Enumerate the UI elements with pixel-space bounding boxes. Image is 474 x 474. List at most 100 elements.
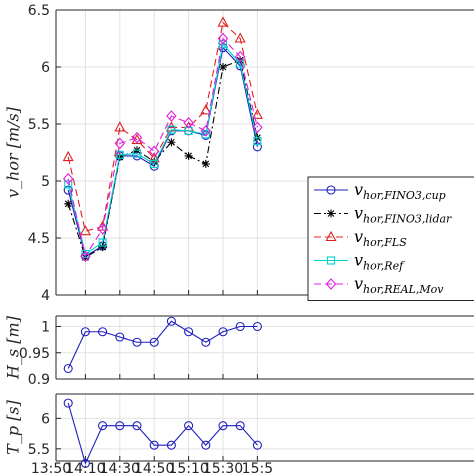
data-point [201, 337, 211, 347]
series-2 [64, 56, 262, 262]
data-point [98, 238, 107, 247]
x-tick-label: 14:30 [100, 461, 140, 474]
data-point [166, 440, 176, 450]
series-line [67, 402, 258, 466]
x-tick-label: 13:50 [31, 461, 71, 474]
series-3 [62, 16, 263, 236]
legend-label: vhor,FINO3,cup [354, 180, 446, 202]
panel-3: 5.5613:5014:1014:3014:5015:1015:3015:5T_… [4, 393, 474, 474]
y-axis-label: H_s [m] [4, 315, 23, 380]
data-point [252, 142, 262, 152]
x-tick-label: 15:5 [242, 461, 273, 474]
data-point [63, 363, 73, 374]
data-point [63, 398, 73, 408]
data-point [62, 172, 74, 185]
series-line [67, 37, 258, 258]
data-point [79, 225, 91, 236]
data-point [234, 32, 246, 43]
data-point [217, 32, 229, 45]
series-1 [63, 316, 262, 374]
y-tick-label: 5.5 [28, 117, 50, 133]
y-tick-label: 5.5 [28, 442, 50, 458]
data-point [80, 327, 90, 337]
data-point [132, 337, 142, 347]
legend-marker [325, 278, 337, 290]
data-point [201, 130, 210, 139]
data-point [131, 131, 143, 144]
series-1 [63, 398, 262, 468]
data-point [115, 332, 125, 342]
data-point [97, 223, 108, 235]
data-point [132, 421, 142, 431]
legend-label: vhor,FLS [354, 227, 407, 249]
panel-2: 0.9 0.95 1 H_s [m] [4, 315, 474, 388]
x-tick-label: 14:50 [134, 461, 174, 474]
legend-box [307, 176, 474, 301]
y-tick-label: 1 [41, 320, 50, 336]
data-point [98, 421, 108, 431]
data-point [184, 421, 194, 431]
legend-marker [325, 230, 337, 242]
data-point [148, 152, 160, 163]
y-axis-label: T_p [s] [4, 399, 23, 454]
data-point [114, 137, 126, 150]
y-tick-label: 4 [41, 288, 50, 304]
y-tick-label: 6 [41, 411, 50, 427]
data-point [251, 108, 263, 119]
legend-marker [327, 209, 335, 218]
data-point [64, 199, 73, 208]
legend: vhor,FINO3,cupvhor,FINO3,lidarvhor,FLSvh… [307, 176, 474, 301]
data-point [150, 159, 159, 168]
series-line [67, 320, 258, 369]
y-tick-label: 4.5 [28, 231, 50, 247]
data-point [252, 440, 262, 450]
data-point [114, 121, 126, 132]
data-point [167, 138, 176, 147]
data-point [184, 327, 194, 337]
data-point [184, 151, 193, 160]
panel-1: 4 4.5 5 5.5 6 6.5 v_hor [m/s] [4, 3, 474, 304]
data-point [183, 117, 194, 129]
data-point [217, 16, 229, 27]
legend-marker [326, 256, 336, 265]
data-point [201, 159, 210, 168]
data-point [201, 440, 211, 450]
legend-label: vhor,Ref [354, 251, 405, 273]
data-point [167, 125, 176, 134]
legend-label: vhor,REAL,Mov [354, 274, 444, 296]
data-point [115, 150, 124, 159]
data-point [200, 104, 212, 115]
data-point [253, 137, 262, 146]
y-tick-label: 5 [41, 174, 50, 190]
data-point [98, 243, 107, 252]
data-point [235, 321, 245, 332]
data-point [219, 63, 227, 71]
data-point [98, 327, 108, 337]
series-line [67, 59, 258, 259]
x-tick-label: 15:30 [203, 461, 243, 474]
y-tick-label: 6.5 [28, 3, 50, 19]
data-point [252, 121, 263, 134]
y-tick-label: 0.9 [28, 372, 50, 388]
data-point [80, 250, 91, 263]
data-point [235, 421, 245, 431]
y-tick-label: 0.95 [19, 346, 50, 362]
data-point [166, 110, 177, 122]
data-point [200, 125, 212, 137]
data-point [236, 59, 245, 68]
data-point [149, 440, 159, 450]
data-point [115, 421, 125, 431]
y-tick-label: 6 [41, 60, 50, 76]
data-point [80, 458, 90, 468]
data-point [218, 421, 228, 431]
data-point [234, 50, 246, 63]
data-point [252, 321, 262, 332]
legend-marker [326, 185, 336, 195]
y-axis-label: v_hor [m/s] [4, 106, 23, 198]
data-point [132, 149, 142, 158]
data-point [148, 145, 160, 158]
x-tick-label: 15:10 [168, 461, 208, 474]
series-5 [62, 32, 263, 263]
data-point [218, 327, 228, 337]
